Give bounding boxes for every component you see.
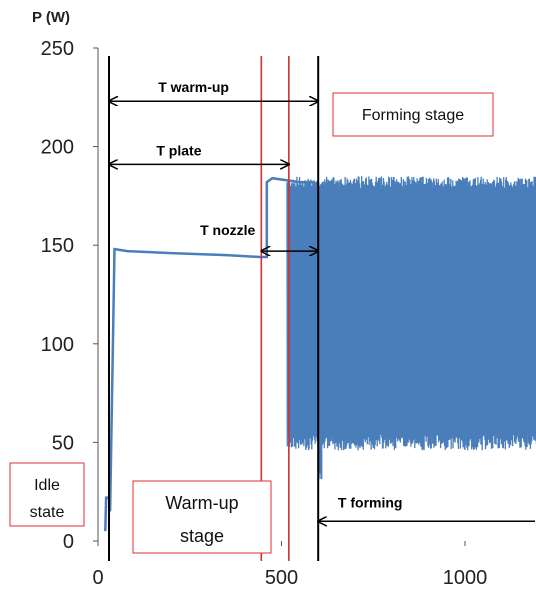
- y-tick-label: 200: [41, 137, 74, 159]
- annotation-label: T forming: [338, 494, 403, 510]
- x-tick-label: 1000: [443, 567, 488, 589]
- y-tick-label: 50: [52, 432, 74, 454]
- idle-state-box: [9, 462, 85, 527]
- warmup-stage-label-line1: Warm-up: [165, 493, 238, 513]
- warmup-stage-box: [132, 480, 272, 554]
- y-axis-label: P (W): [32, 9, 70, 26]
- idle-state-label-line2: state: [30, 504, 65, 521]
- x-tick-label: 0: [92, 567, 103, 589]
- y-tick-label: 250: [41, 38, 74, 60]
- x-tick-label: 500: [265, 567, 298, 589]
- annotation-label: T warm-up: [158, 79, 229, 95]
- y-tick-label: 100: [41, 334, 74, 356]
- forming-stage-label: Forming stage: [362, 107, 464, 124]
- warmup-stage-label-line2: stage: [180, 526, 224, 546]
- forming-stage-box: [332, 92, 494, 137]
- y-tick-label: 0: [63, 531, 74, 553]
- annotation-label: T nozzle: [200, 222, 255, 238]
- annotation-label: T plate: [156, 142, 201, 158]
- y-tick-label: 150: [41, 235, 74, 257]
- forming-oscillation: [286, 176, 536, 480]
- idle-state-label-line1: Idle: [34, 477, 60, 494]
